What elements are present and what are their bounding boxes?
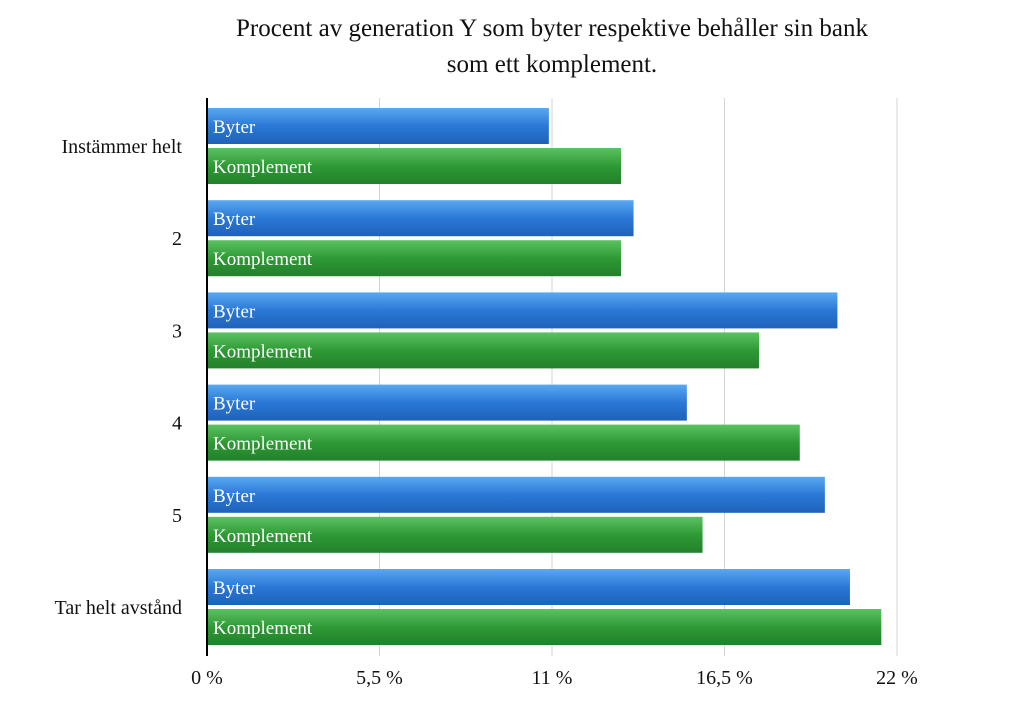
bar-series-label: Komplement [213, 434, 313, 455]
bar-series-label: Byter [213, 578, 256, 599]
bar-series-label: Byter [213, 394, 256, 415]
bar-series-label: Byter [213, 301, 256, 322]
bar-series-label: Komplement [213, 618, 313, 639]
bar-byter [207, 200, 634, 237]
x-tick-label: 16,5 % [696, 667, 753, 689]
bar-komplement [207, 609, 882, 645]
bar-komplement [207, 148, 621, 184]
bar-series-label: Byter [213, 486, 256, 507]
bar-byter [207, 476, 825, 513]
bar-byter [207, 384, 687, 421]
category-labels: Instämmer helt 2 3 4 5 Tar helt avstånd [55, 136, 183, 619]
bar-series-label: Komplement [213, 341, 313, 362]
bars: Byter Komplement Byter Komplement Byter Kompl… [207, 108, 882, 645]
category-label: 3 [172, 320, 182, 342]
bar-byter [207, 108, 549, 144]
category-label: Tar helt avstånd [55, 597, 182, 619]
bar-series-label: Komplement [213, 249, 313, 270]
gridlines [379, 98, 898, 656]
x-tick-label: 22 % [876, 667, 918, 689]
chart-title-line-1: Procent av generation Y som byter respek… [236, 15, 868, 42]
category-label: 4 [172, 413, 182, 435]
x-tick-label: 11 % [532, 667, 573, 689]
bar-komplement [207, 240, 621, 277]
bar-series-label: Byter [213, 117, 256, 138]
category-label: 5 [172, 505, 182, 527]
bar-komplement [207, 516, 703, 553]
bar-series-label: Komplement [213, 157, 313, 178]
chart-title-line-2: som ett komplement. [447, 51, 657, 78]
category-label: 2 [172, 228, 182, 250]
x-tick-label: 0 % [191, 667, 223, 689]
bar-byter [207, 292, 838, 329]
bar-series-label: Byter [213, 209, 256, 230]
x-axis-tick-labels: 0 % 5,5 % 11 % 16,5 % 22 % [191, 667, 918, 689]
bar-byter [207, 569, 850, 605]
x-tick-label: 5,5 % [356, 667, 403, 689]
category-label: Instämmer helt [61, 136, 182, 158]
bar-komplement [207, 332, 759, 369]
bar-komplement [207, 424, 800, 461]
bar-series-label: Komplement [213, 526, 313, 547]
